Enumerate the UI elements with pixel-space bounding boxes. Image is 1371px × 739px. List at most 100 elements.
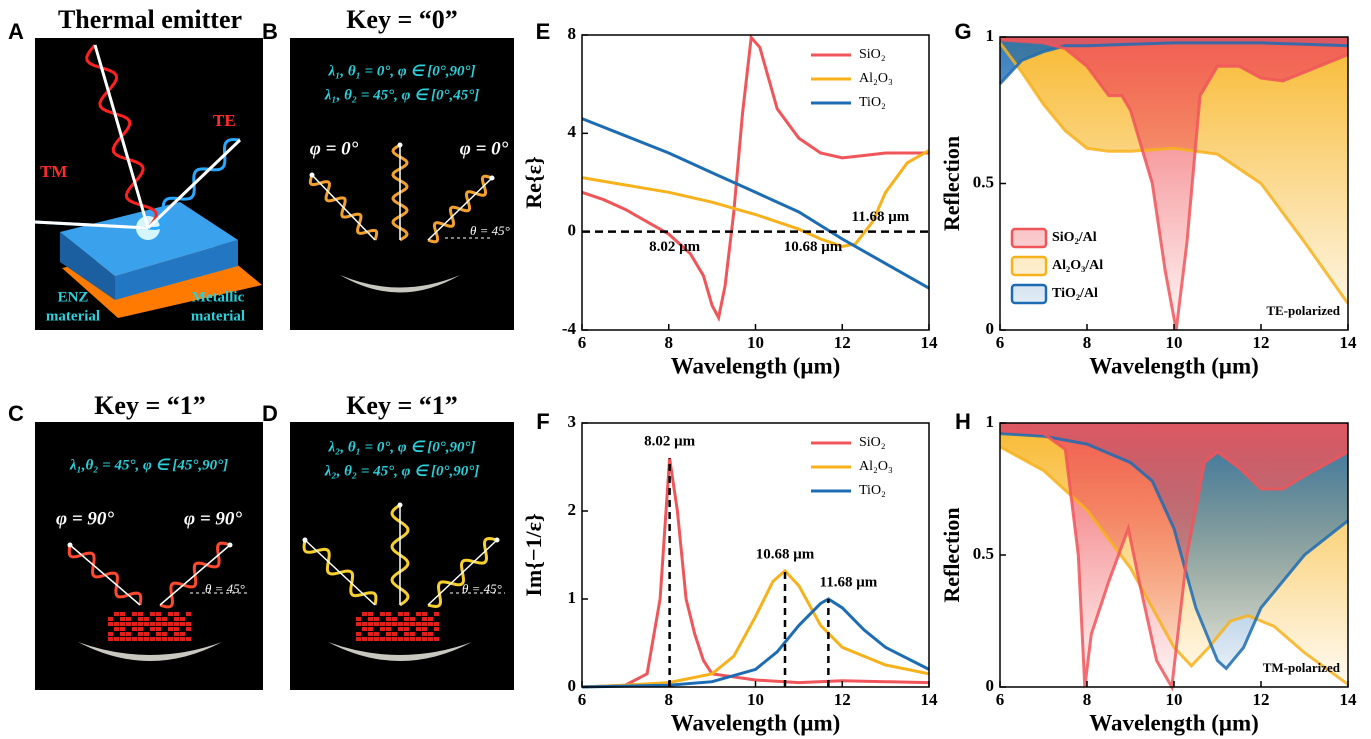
qr-cell [398, 627, 403, 631]
y-tick-label: 2 [568, 500, 577, 519]
qr-cell [386, 622, 391, 626]
qr-cell [108, 622, 113, 626]
panel-title: Key = “1” [346, 391, 458, 420]
x-axis-label: Wavelength (μm) [671, 353, 841, 378]
qr-cell [404, 632, 409, 636]
qr-cell [422, 627, 427, 631]
legend-swatch [1010, 255, 1048, 277]
qr-cell [150, 637, 155, 641]
beam [34, 220, 149, 230]
x-tick-label: 8 [1083, 690, 1092, 709]
qr-cell [368, 637, 373, 641]
marker-label: 8.02 μm [644, 434, 696, 450]
polarization-note: TE-polarized [1266, 303, 1340, 318]
qr-cell [108, 637, 113, 641]
qr-cell [186, 627, 191, 631]
area [1000, 37, 1348, 330]
panel-background [290, 38, 514, 330]
qr-cell [156, 637, 161, 641]
qr-cell [362, 627, 367, 631]
panel-title: Key = “1” [94, 391, 206, 420]
qr-cell [422, 637, 427, 641]
x-tick-label: 6 [578, 690, 587, 709]
condition: λ₁, θ₁ = 0°, φ ∈ [0°,90°] [327, 63, 475, 79]
condition: λ₁,θ₂ = 45°, φ ∈ [45°,90°] [69, 457, 228, 473]
qr-cell [138, 622, 143, 626]
arrow-head [309, 172, 315, 178]
legend-label: TiO₂ [859, 95, 886, 110]
qr-cell [368, 632, 373, 636]
qr-cell [386, 632, 391, 636]
polarization-note: TM-polarized [1263, 660, 1341, 675]
y-axis-label: Im{−1/ε} [521, 513, 546, 596]
metal-label: material [191, 308, 245, 324]
theta-label: θ = 45° [462, 581, 502, 596]
qr-cell [114, 627, 119, 631]
beam [146, 138, 242, 230]
qr-cell [416, 612, 421, 616]
phi-label: φ = 90° [56, 508, 114, 529]
qr-cell [180, 622, 185, 626]
beam [93, 44, 150, 229]
area [1000, 37, 1348, 304]
tm-label: TM [40, 162, 67, 181]
qr-cell [120, 617, 125, 621]
qr-cell [416, 622, 421, 626]
qr-cell [120, 632, 125, 636]
qr-cell [434, 612, 439, 616]
qr-cell [422, 632, 427, 636]
line [581, 33, 929, 323]
x-tick-label: 14 [1340, 333, 1358, 352]
qr-cell [428, 632, 433, 636]
condition: λ₁, θ₂ = 45°, φ ∈ [0°,45°] [324, 87, 480, 103]
legend-label: TiO₂ [859, 483, 886, 498]
panel-title: Thermal emitter [58, 5, 242, 34]
y-tick-label: 0.5 [973, 544, 994, 563]
qr-cell [174, 612, 179, 616]
x-tick-label: 10 [1166, 690, 1183, 709]
qr-cell [120, 627, 125, 631]
qr-cell [410, 617, 415, 621]
line [998, 42, 1350, 305]
arrow-head [489, 175, 495, 181]
x-tick-label: 10 [747, 690, 764, 709]
qr-cell [156, 627, 161, 631]
x-tick-label: 6 [996, 690, 1005, 709]
legend-label: SiO₂ [859, 47, 886, 62]
arrow-head [67, 542, 73, 548]
y-axis-label: Reflection [939, 136, 964, 231]
x-tick-label: 10 [1166, 333, 1183, 352]
qr-cell [138, 637, 143, 641]
y-axis-label: Reflection [939, 507, 964, 602]
arrow-head [302, 537, 308, 543]
qr-cell [132, 622, 137, 626]
qr-cell [380, 637, 385, 641]
arrow [69, 544, 141, 606]
qr-cell [374, 617, 379, 621]
qr-cell [114, 637, 119, 641]
qr-cell [150, 627, 155, 631]
condition: λ₂, θ₁ = 0°, φ ∈ [0°,90°] [327, 439, 475, 455]
qr-cell [144, 622, 149, 626]
legend-label: Al₂O₃ [859, 459, 893, 474]
qr-cell [120, 622, 125, 626]
qr-cell [144, 617, 149, 621]
qr-cell [356, 632, 361, 636]
qr-cell [434, 622, 439, 626]
qr-cell [180, 632, 185, 636]
arrow-head [494, 537, 500, 543]
qr-cell [386, 612, 391, 616]
arrow [159, 544, 231, 606]
legend-label: Al₂O₃/Al [1052, 258, 1103, 273]
x-tick-label: 8 [665, 690, 674, 709]
box-front [115, 240, 238, 300]
phi-label: φ = 0° [310, 138, 359, 159]
qr-cell [114, 612, 119, 616]
qr-cell [162, 632, 167, 636]
qr-cell [428, 622, 433, 626]
qr-cell [386, 627, 391, 631]
qr-cell [368, 617, 373, 621]
qr-cell [392, 622, 397, 626]
qr-cell [428, 617, 433, 621]
